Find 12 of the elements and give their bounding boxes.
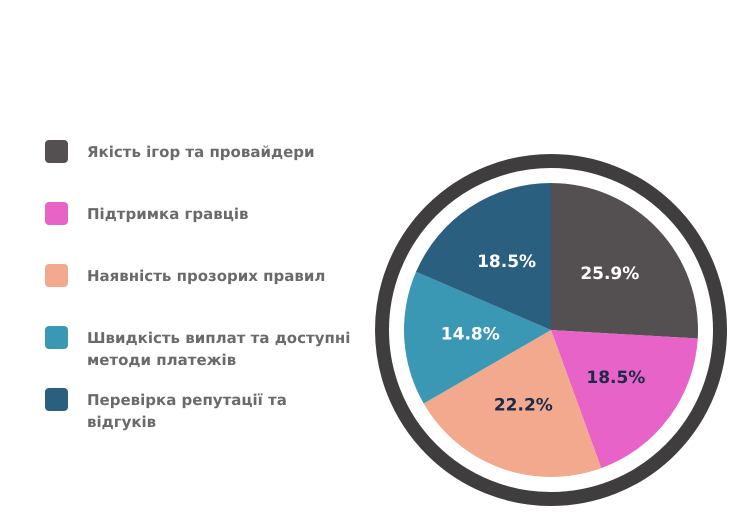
pie-slice — [551, 330, 698, 468]
data-label: 14.8% — [440, 324, 500, 344]
data-label: 18.5% — [477, 252, 536, 272]
legend-label: Швидкість виплат та доступні методи платежів — [87, 329, 350, 369]
data-label: 25.9% — [580, 264, 640, 284]
data-label: 18.5% — [586, 368, 646, 388]
legend-label: Якість ігор та провайдери — [87, 143, 315, 161]
pie-slice — [551, 183, 698, 339]
data-label: 22.2% — [494, 396, 553, 416]
legend-label: Наявність прозорих правил — [87, 267, 326, 285]
legend-label: Підтримка гравців — [87, 205, 248, 223]
legend-label: Перевірка репутації та відгуків — [87, 391, 287, 431]
